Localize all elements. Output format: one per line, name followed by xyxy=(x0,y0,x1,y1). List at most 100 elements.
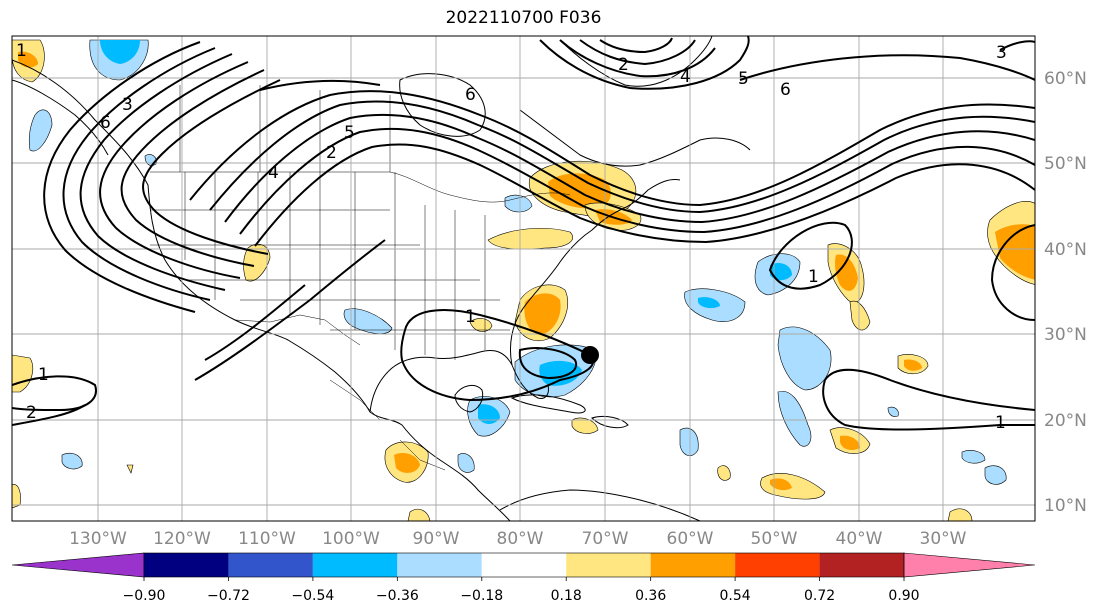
closed-contour xyxy=(259,79,381,91)
coastlines xyxy=(12,36,751,521)
negative-anomaly-patch xyxy=(887,406,899,417)
negative-anomaly-patch xyxy=(984,465,1007,485)
closed-contour xyxy=(599,37,673,54)
colorbar-segment xyxy=(650,553,736,577)
canada-province-line xyxy=(179,85,391,172)
colorbar-tick-label: −0.90 xyxy=(123,588,166,604)
colorbar-tick-label: 0.72 xyxy=(804,588,835,604)
closed-contour xyxy=(12,404,86,426)
closed-contour xyxy=(999,40,1035,51)
closed-contour xyxy=(559,39,716,78)
jet-contour xyxy=(224,113,1035,224)
state-borders xyxy=(150,85,571,471)
contour-label: 2 xyxy=(326,143,337,163)
negative-anomaly-patch xyxy=(961,450,986,464)
colorbar-segment xyxy=(312,553,398,577)
positive-anomaly-patch xyxy=(995,224,1035,280)
colorbar-tick-label: 0.90 xyxy=(888,588,919,604)
map-frame xyxy=(11,35,1036,522)
closed-contour xyxy=(204,284,306,361)
jet-contour xyxy=(79,53,233,291)
colorbar-segment xyxy=(819,553,904,577)
negative-anomaly-patch xyxy=(539,360,582,386)
positive-anomaly-patch xyxy=(835,254,858,291)
jet-contour xyxy=(120,69,265,267)
contour-label: 4 xyxy=(268,163,279,183)
closed-contour xyxy=(822,379,1035,431)
contour-label: 2 xyxy=(618,55,629,75)
colorbar-tick-label: −0.54 xyxy=(291,588,334,604)
jet-contour xyxy=(209,100,1035,214)
lon-label: 100°W xyxy=(322,529,380,549)
contour-label: 1 xyxy=(808,267,819,287)
jet-contour xyxy=(239,127,1035,235)
negative-anomaly-patch xyxy=(61,452,83,470)
positive-anomaly-patch xyxy=(717,465,731,481)
jet-contour xyxy=(142,79,281,255)
jet-contour xyxy=(62,47,216,301)
lon-label: 120°W xyxy=(153,529,211,549)
colorbar-tick-label: 0.18 xyxy=(551,588,582,604)
lon-label: 40°W xyxy=(836,529,883,549)
colorbar-tick-label: −0.18 xyxy=(460,588,503,604)
negative-anomaly-patch xyxy=(478,404,500,424)
north-america-coastline xyxy=(12,59,511,521)
colorbar-segment xyxy=(735,553,820,577)
lat-label: 10°N xyxy=(1044,496,1087,516)
storm-center-marker xyxy=(581,346,599,364)
labrador-coastline xyxy=(519,109,751,167)
hudson-bay-outline xyxy=(399,73,486,137)
contour-label: 5 xyxy=(344,123,355,143)
closed-contour xyxy=(400,309,595,402)
lat-label: 60°N xyxy=(1044,69,1087,89)
contour-lines xyxy=(12,36,1035,431)
lat-label: 30°N xyxy=(1044,325,1087,345)
colorbar-tick-label: 0.36 xyxy=(635,588,666,604)
contour-label: 1 xyxy=(16,41,27,61)
positive-anomaly-patch xyxy=(394,453,420,473)
jet-contour xyxy=(189,90,1035,207)
alaska-coastline xyxy=(12,79,109,156)
east-coastline xyxy=(509,179,681,366)
lon-label: 50°W xyxy=(751,529,798,549)
colorbar-segment xyxy=(397,553,482,577)
negative-anomaly-patch xyxy=(698,297,720,309)
lat-label: 50°N xyxy=(1044,154,1087,174)
us-canada-border xyxy=(150,171,571,203)
closed-contour xyxy=(539,36,750,90)
colorbar-segment xyxy=(11,552,145,578)
closed-contour xyxy=(12,375,97,412)
contour-label: 1 xyxy=(995,413,1006,433)
lon-label: 110°W xyxy=(238,529,296,549)
state-line xyxy=(150,209,510,331)
positive-anomaly-patch xyxy=(469,318,493,332)
us-mexico-border xyxy=(234,314,361,346)
positive-anomaly-patch xyxy=(524,293,561,335)
closed-contour xyxy=(518,347,578,380)
positive-anomaly-patch xyxy=(126,464,134,474)
jet-contour xyxy=(254,143,1035,247)
lat-label: 40°N xyxy=(1044,240,1087,260)
cuba-outline xyxy=(510,394,586,414)
positive-anomaly-patch xyxy=(840,435,860,450)
contour-label: 6 xyxy=(100,113,111,133)
positive-anomaly-patch xyxy=(407,509,431,521)
south-america-coastline xyxy=(499,489,701,521)
contour-label: 2 xyxy=(26,403,37,423)
colorbar-tick-label: −0.72 xyxy=(207,588,250,604)
gulf-coastline xyxy=(369,350,549,413)
closed-contour xyxy=(579,39,696,66)
negative-anomaly-patch xyxy=(457,453,475,473)
contour-label: 3 xyxy=(122,95,133,115)
latitude-axis: 60°N 50°N 40°N 30°N 20°N 10°N xyxy=(1044,69,1087,516)
lat-label: 20°N xyxy=(1044,411,1087,431)
greenland-outline xyxy=(559,36,713,87)
lon-label: 130°W xyxy=(69,529,127,549)
negative-anomaly-patch xyxy=(100,40,140,64)
jet-contour xyxy=(43,41,201,313)
negative-anomaly-patch xyxy=(28,109,53,152)
positive-anomaly-patch xyxy=(571,417,599,434)
positive-anomaly-patch xyxy=(849,300,871,331)
colorbar-tick-label: 0.54 xyxy=(720,588,751,604)
lon-label: 30°W xyxy=(920,529,967,549)
